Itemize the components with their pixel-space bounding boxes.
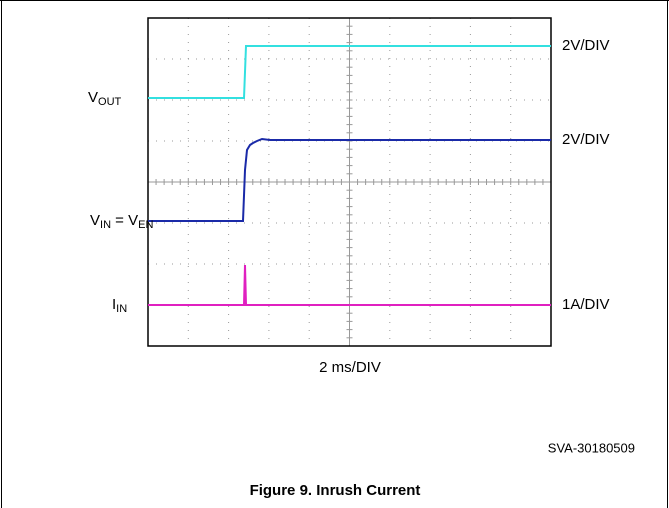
label-text: I <box>112 296 116 313</box>
trace-label: VIN = VEN <box>90 212 153 231</box>
label-subscript: OUT <box>98 96 122 108</box>
trace-scale: 2V/DIV <box>562 37 610 54</box>
trace-scale: 2V/DIV <box>562 131 610 148</box>
scope-screen <box>147 17 552 347</box>
label-text: V <box>88 89 98 106</box>
vout-trace <box>148 45 551 99</box>
figure-id: SVA-30180509 <box>548 440 635 455</box>
label-subscript: EN <box>138 219 153 231</box>
iin-trace <box>148 264 551 306</box>
label-text: V <box>90 212 100 229</box>
trace-scale: 1A/DIV <box>562 296 610 313</box>
trace-label: VOUT <box>88 89 122 108</box>
caption: Figure 9. Inrush Current <box>250 482 421 499</box>
label-text: = V <box>111 212 138 229</box>
label-subscript: IN <box>100 219 111 231</box>
label-subscript: IN <box>116 303 127 315</box>
trace-label: IIN <box>112 296 127 315</box>
time-scale: 2 ms/DIV <box>319 359 381 376</box>
scope-grid <box>147 17 552 347</box>
vin-trace <box>148 137 551 222</box>
